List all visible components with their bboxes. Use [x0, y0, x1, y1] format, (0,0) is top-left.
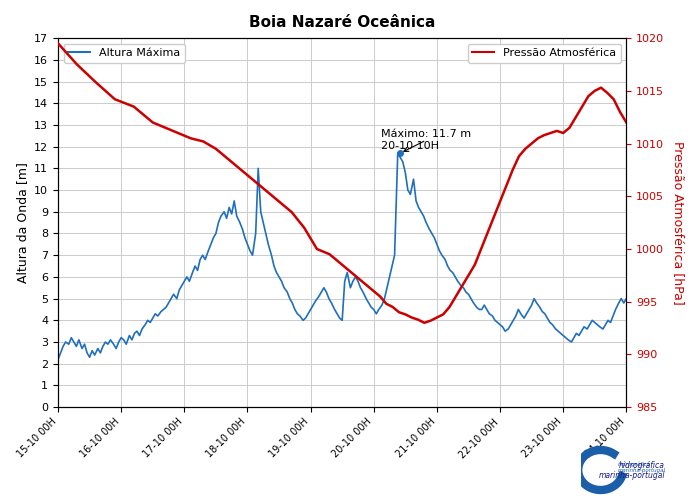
Text: hidrográfica
marinha-portugal: hidrográfica marinha-portugal: [598, 460, 665, 480]
Y-axis label: Altura da Onda [m]: Altura da Onda [m]: [15, 162, 29, 283]
Title: Boia Nazaré Oceânica: Boia Nazaré Oceânica: [249, 15, 435, 30]
Y-axis label: Pressão Atmosférica [hPa]: Pressão Atmosférica [hPa]: [672, 141, 685, 304]
Text: Máximo: 11.7 m
20-10 10H: Máximo: 11.7 m 20-10 10H: [382, 129, 472, 152]
Text: hidrográfica
marinha-portugal: hidrográfica marinha-portugal: [617, 462, 666, 473]
Legend: Pressão Atmosférica: Pressão Atmosférica: [468, 44, 621, 62]
Legend: Altura Máxima: Altura Máxima: [64, 44, 185, 62]
